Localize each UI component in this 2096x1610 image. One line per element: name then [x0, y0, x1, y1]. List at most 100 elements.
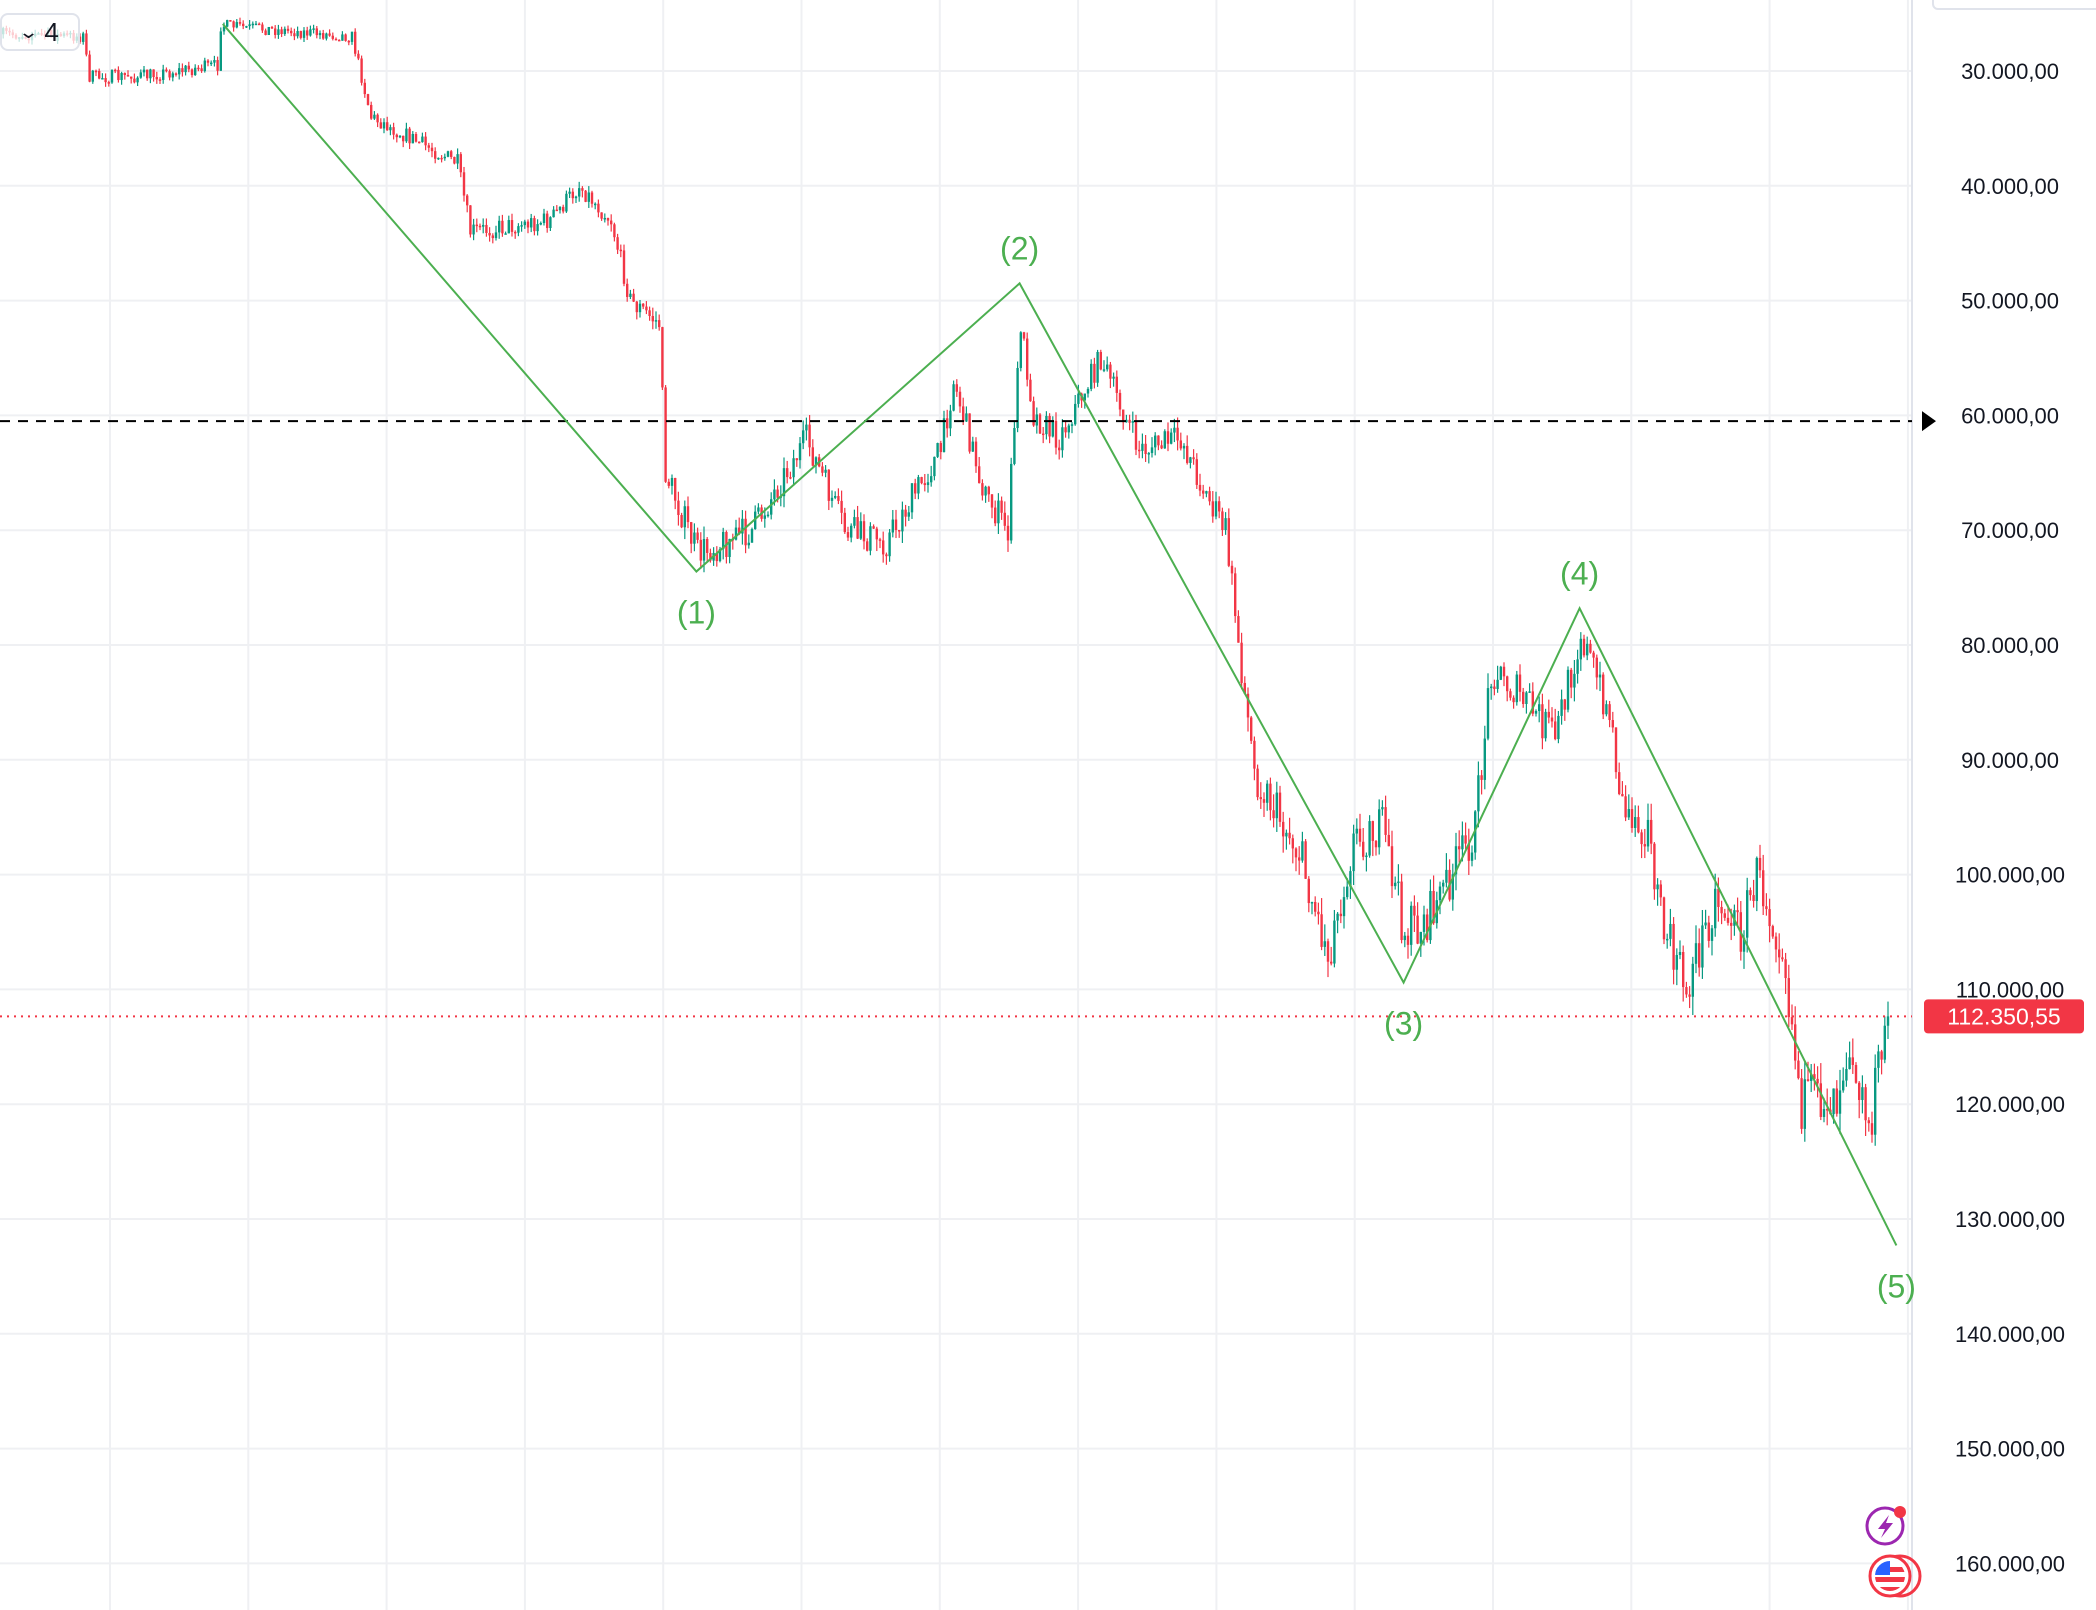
candle	[395, 133, 398, 143]
candle	[1438, 881, 1442, 915]
candle	[827, 469, 830, 511]
candle	[469, 205, 472, 238]
interval-selector[interactable]: ⌄ 4	[0, 13, 80, 51]
candle	[1861, 1075, 1864, 1114]
candle	[898, 529, 901, 538]
candle	[1202, 484, 1205, 499]
candle	[1448, 859, 1451, 902]
candle	[270, 25, 274, 29]
candle	[450, 149, 453, 160]
candle	[514, 230, 517, 239]
candle	[1288, 817, 1291, 845]
candle	[1374, 839, 1378, 856]
candle	[920, 476, 923, 485]
elliott-wave[interactable]: (1) (2) (3) (4) (5)	[222, 23, 1916, 1304]
candle	[1874, 1054, 1877, 1146]
candle	[1544, 708, 1547, 742]
candle	[1218, 496, 1221, 519]
candle	[686, 496, 690, 529]
candle	[1445, 853, 1448, 888]
candle	[597, 199, 600, 218]
candle	[446, 150, 450, 158]
candle	[658, 314, 661, 331]
top-right-panel[interactable]	[1932, 0, 2096, 10]
grid	[0, 0, 1912, 1610]
candle	[1182, 443, 1186, 460]
candle	[1234, 567, 1237, 623]
candle	[901, 501, 904, 543]
candle	[949, 404, 952, 437]
candle	[1342, 886, 1346, 929]
candle	[1154, 432, 1157, 456]
candle	[1048, 413, 1051, 444]
candle	[984, 485, 987, 503]
candle	[1365, 852, 1368, 872]
candle	[971, 436, 974, 452]
candle	[414, 132, 418, 143]
candle	[1093, 357, 1096, 389]
candle	[1403, 931, 1406, 948]
candle	[578, 181, 581, 202]
candle	[805, 417, 808, 441]
candle	[1528, 683, 1531, 693]
candle	[1701, 910, 1704, 979]
candle	[766, 511, 770, 518]
candle	[782, 457, 786, 508]
candle	[139, 69, 142, 79]
candle	[1160, 440, 1163, 450]
price-axis[interactable]: 30.000,00 40.000,00 50.000,00 60.000,00 70.0…	[1955, 59, 2065, 1576]
candle	[1646, 803, 1650, 852]
candle	[379, 118, 382, 129]
candle	[990, 494, 994, 519]
candle	[1493, 679, 1496, 696]
candle	[1131, 411, 1134, 433]
candle	[174, 72, 178, 77]
candle	[402, 135, 405, 148]
candle	[1118, 389, 1122, 417]
candle	[1464, 822, 1467, 850]
candle	[1717, 877, 1720, 922]
candle	[706, 537, 709, 562]
candle	[523, 219, 526, 229]
candle	[1426, 908, 1429, 943]
candle	[1013, 421, 1016, 466]
candle	[1246, 687, 1250, 732]
candle	[1550, 707, 1554, 728]
candle	[606, 217, 610, 226]
candle	[923, 473, 926, 492]
candle	[1253, 736, 1256, 781]
candle	[181, 63, 184, 77]
candle	[1397, 864, 1400, 896]
candle	[165, 67, 168, 73]
candle	[1797, 1051, 1800, 1080]
candle	[302, 27, 306, 42]
wave-line[interactable]	[222, 23, 1898, 1246]
candle	[197, 65, 200, 72]
candle	[1499, 665, 1502, 681]
candle	[290, 27, 293, 37]
candle	[1272, 794, 1275, 828]
candle	[1051, 416, 1054, 438]
lightning-icon[interactable]	[1865, 1506, 1906, 1546]
candle	[930, 465, 933, 487]
candle	[648, 306, 651, 321]
candle	[1429, 879, 1432, 944]
candle	[795, 458, 798, 467]
candle	[1003, 501, 1006, 531]
candle	[1205, 490, 1208, 498]
candle	[1221, 507, 1224, 536]
candle	[1605, 700, 1608, 717]
candle	[830, 490, 834, 508]
candle	[309, 25, 312, 37]
candle	[517, 223, 520, 237]
candle	[1838, 1069, 1842, 1135]
candle	[1490, 683, 1493, 700]
candle	[242, 20, 245, 30]
candle	[1269, 777, 1272, 821]
us-flag-icon[interactable]	[1868, 1554, 1922, 1598]
candle	[744, 510, 747, 554]
candle	[1714, 873, 1717, 937]
candle	[1026, 332, 1029, 387]
candle	[1672, 917, 1675, 985]
